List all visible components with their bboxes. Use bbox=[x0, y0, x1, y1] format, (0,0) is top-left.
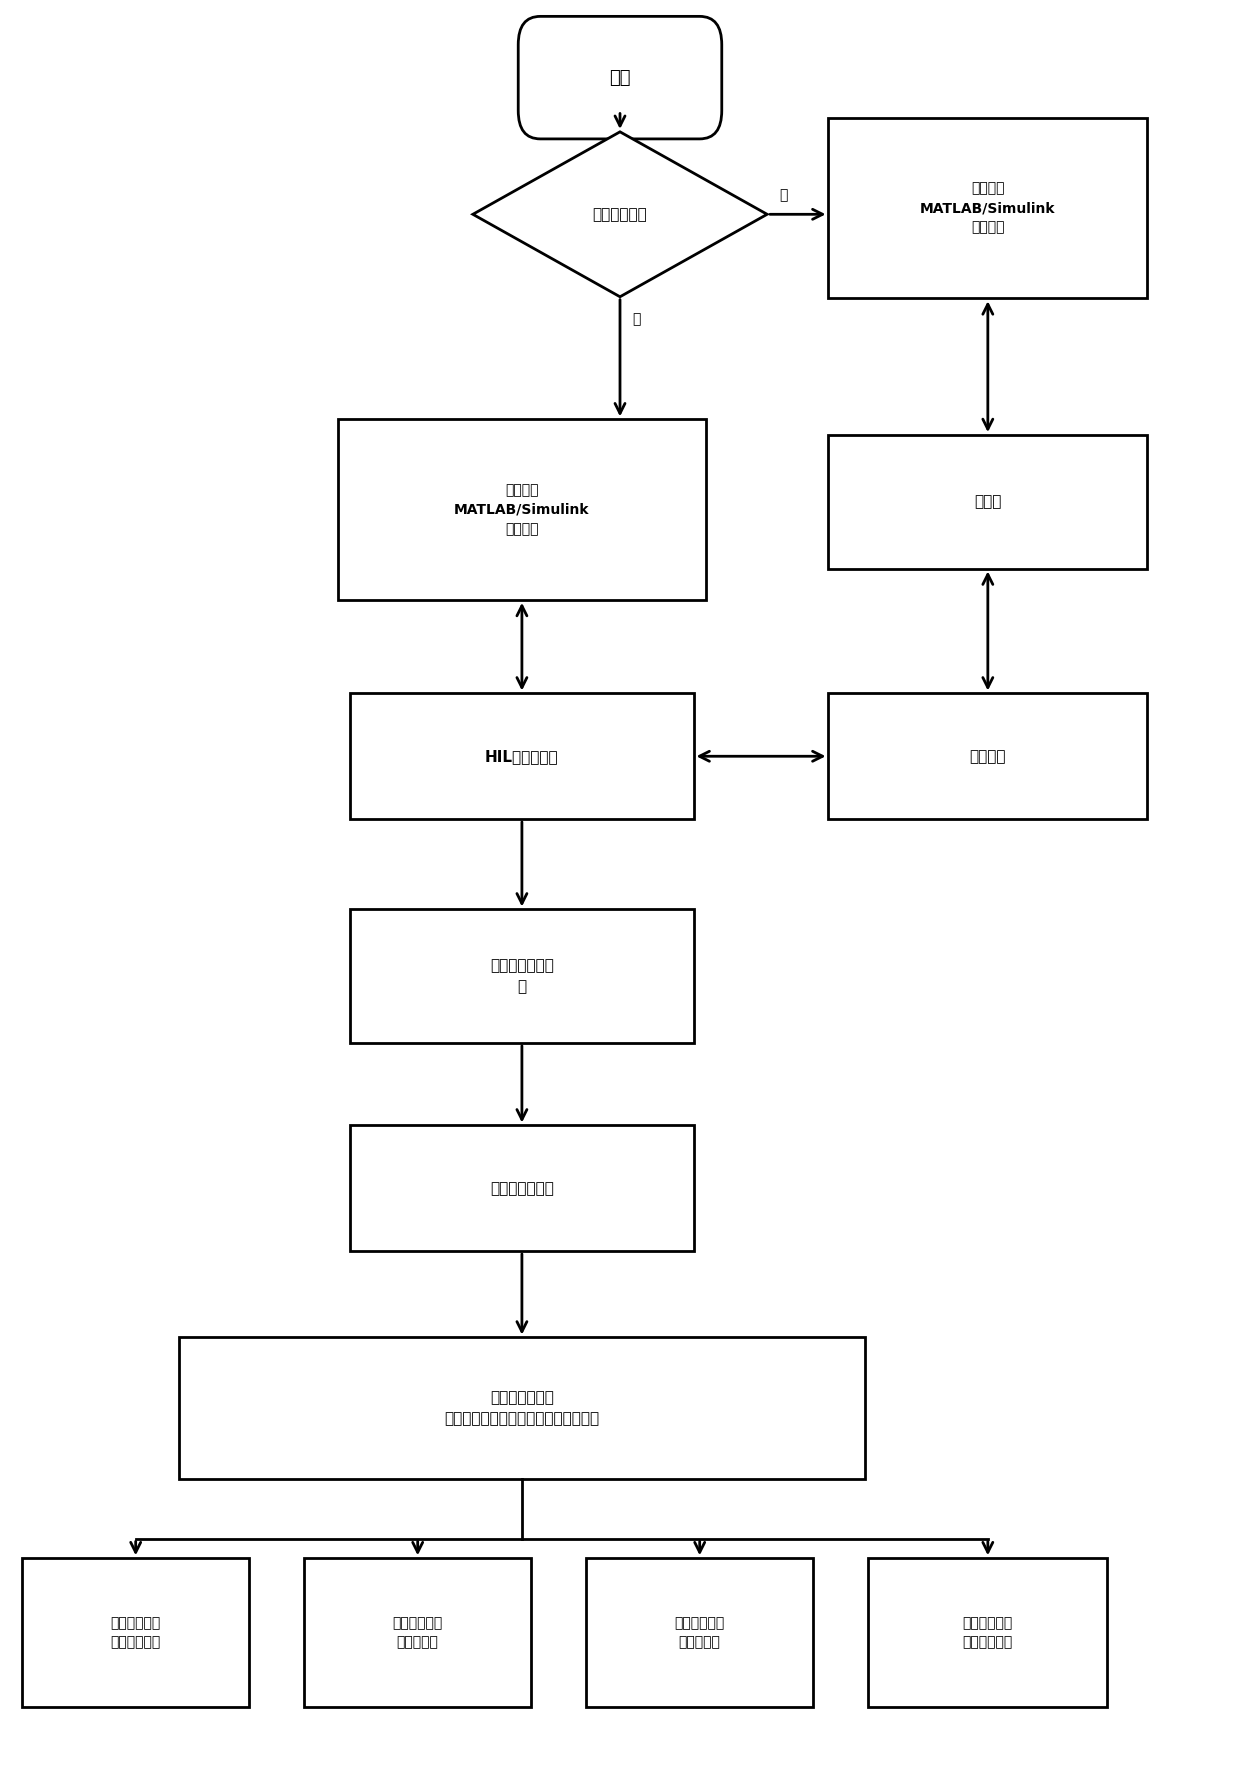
Bar bbox=[868, 1558, 1107, 1707]
FancyBboxPatch shape bbox=[518, 16, 722, 140]
Bar bbox=[350, 694, 693, 819]
Bar bbox=[828, 435, 1147, 569]
Bar bbox=[179, 1338, 866, 1480]
Text: 网络远程控制: 网络远程控制 bbox=[593, 208, 647, 222]
Bar bbox=[828, 118, 1147, 299]
Text: 各类电机带负
载相关实验: 各类电机带负 载相关实验 bbox=[675, 1615, 725, 1649]
Text: 电机启动电压
电流测量实验: 电机启动电压 电流测量实验 bbox=[962, 1615, 1013, 1649]
Text: HIL数据采集卡: HIL数据采集卡 bbox=[485, 750, 559, 764]
Bar bbox=[350, 909, 693, 1043]
Bar bbox=[350, 1125, 693, 1251]
Text: 不同类型电机
转速恒定实验: 不同类型电机 转速恒定实验 bbox=[110, 1615, 161, 1649]
Text: 电机驱动柜单元: 电机驱动柜单元 bbox=[490, 1181, 554, 1195]
Text: 开始: 开始 bbox=[609, 68, 631, 86]
Text: 否: 否 bbox=[632, 313, 641, 326]
Polygon shape bbox=[472, 132, 768, 297]
Bar bbox=[587, 1558, 813, 1707]
Text: 被控电脑: 被控电脑 bbox=[970, 750, 1006, 764]
Text: 主控电脑
MATLAB/Simulink
仿真软件: 主控电脑 MATLAB/Simulink 仿真软件 bbox=[920, 181, 1055, 234]
Bar bbox=[828, 694, 1147, 819]
Text: 是: 是 bbox=[780, 188, 787, 202]
Bar bbox=[304, 1558, 531, 1707]
Bar bbox=[339, 419, 706, 599]
Text: 不同类型电动机
（直流、单相交流、三相交流电动机）: 不同类型电动机 （直流、单相交流、三相交流电动机） bbox=[444, 1390, 599, 1426]
Text: 局域网: 局域网 bbox=[975, 494, 1002, 510]
Text: 各类电机的控
制算法研究: 各类电机的控 制算法研究 bbox=[393, 1615, 443, 1649]
Bar bbox=[22, 1558, 249, 1707]
Text: 被控电脑
MATLAB/Simulink
仿真软件: 被控电脑 MATLAB/Simulink 仿真软件 bbox=[454, 483, 590, 537]
Text: 控制信号隔离模
块: 控制信号隔离模 块 bbox=[490, 959, 554, 995]
